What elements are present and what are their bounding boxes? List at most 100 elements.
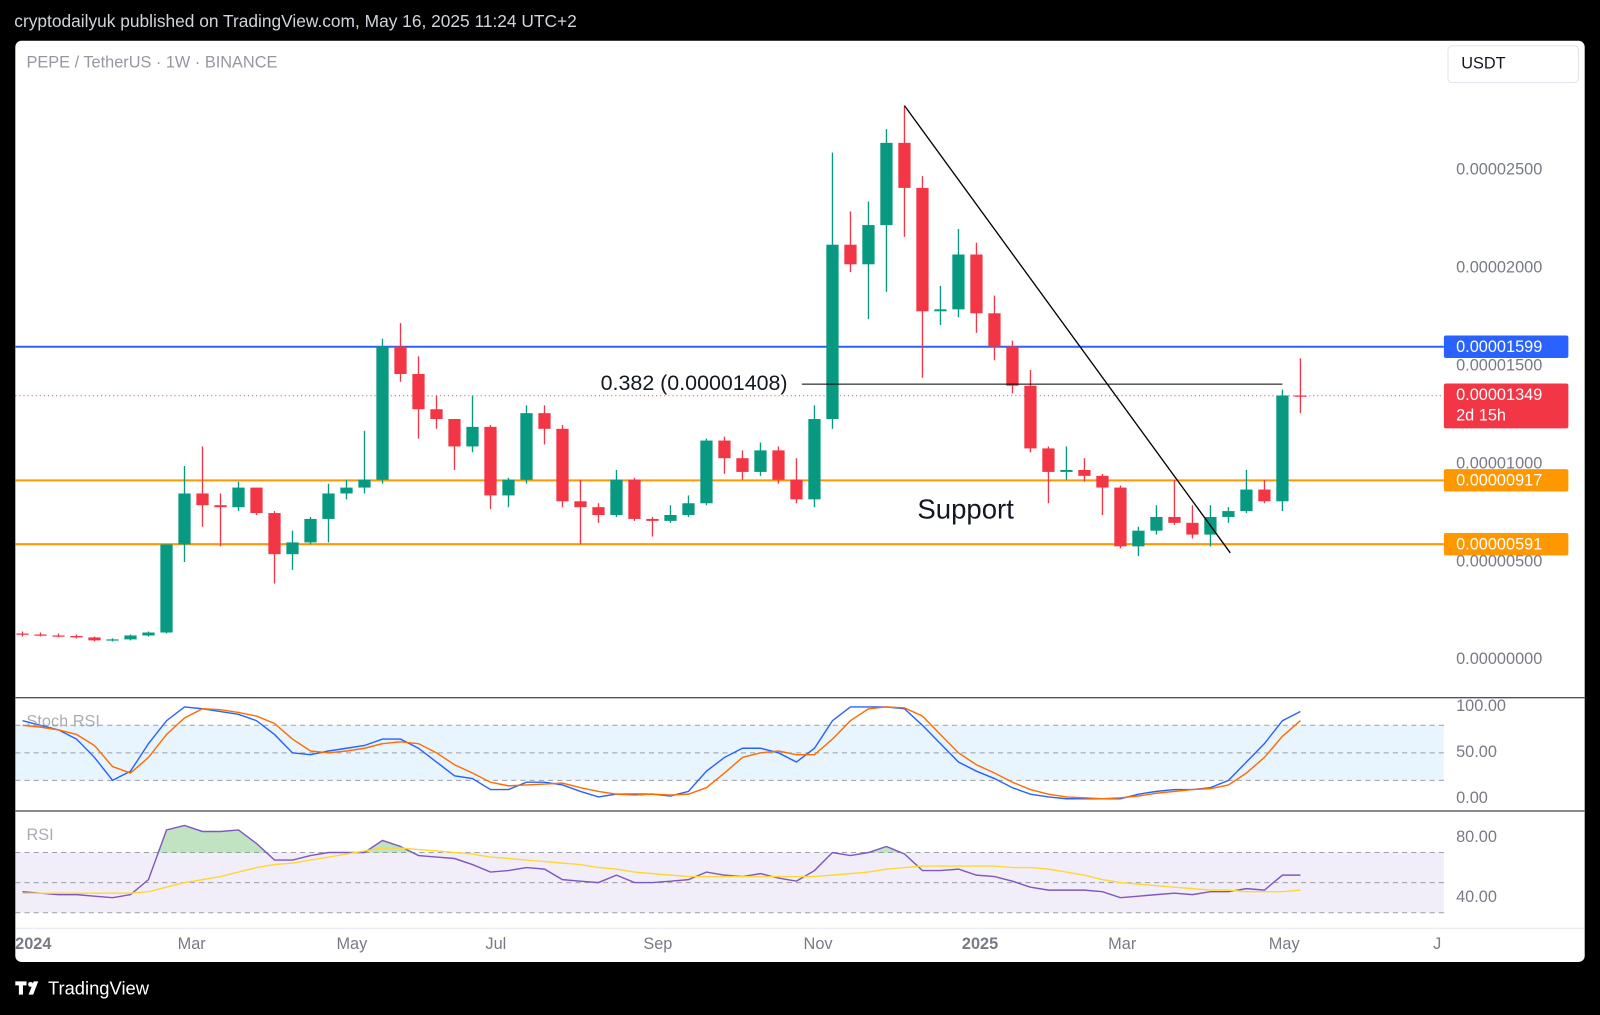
candle-body	[250, 487, 263, 514]
candle-body	[1042, 448, 1055, 472]
candle-body	[142, 632, 155, 636]
candle-body	[286, 542, 299, 555]
candle-body	[304, 518, 317, 543]
indicator-line	[22, 706, 1301, 800]
candle-body	[898, 142, 911, 188]
candle-body	[754, 450, 767, 472]
publish-info: cryptodailyuk published on TradingView.c…	[14, 11, 576, 31]
candle-body	[52, 635, 65, 637]
band-fill	[15, 852, 1444, 913]
annotation: Support	[917, 493, 1014, 524]
price-plot: 0.382 (0.00001408) Support	[15, 105, 1444, 642]
y-tick-label: 0.00002500	[1456, 161, 1542, 179]
candle-body	[772, 450, 785, 480]
chart-panel	[15, 40, 1585, 962]
candle-body	[520, 413, 533, 480]
candle-body	[232, 487, 245, 508]
candle-body	[952, 254, 965, 310]
y-tick-label: 0.00	[1456, 789, 1488, 807]
currency-button[interactable]	[1447, 45, 1580, 84]
candle-body	[664, 515, 677, 521]
candle-body	[1240, 489, 1253, 512]
x-tick-label: 2024	[15, 935, 51, 953]
last-price-box	[1443, 383, 1569, 429]
candle-body	[1096, 475, 1109, 488]
x-tick-label: Mar	[1108, 935, 1137, 953]
candle-body	[1006, 346, 1019, 386]
candle-body	[1222, 511, 1235, 517]
x-tick-label: May	[1269, 935, 1301, 953]
candle-body	[88, 637, 101, 641]
candle-body	[1060, 469, 1073, 472]
candle-body	[556, 428, 569, 502]
y-tick-label: 80.00	[1456, 828, 1497, 846]
y-tick-label: 0.00002000	[1456, 259, 1542, 277]
candle-body	[1186, 522, 1199, 535]
candle-body	[160, 544, 173, 633]
band-fill	[15, 725, 1444, 781]
y-tick-label: 0.00000500	[1456, 552, 1542, 570]
candle-body	[70, 636, 83, 638]
x-tick-label: Sep	[643, 935, 672, 953]
chart: 0.00000000 0.00000500 0.00001000 0.00001500…	[15, 45, 1585, 953]
candle-body	[1168, 516, 1181, 523]
candle-body	[214, 505, 227, 508]
candle-body	[430, 409, 443, 420]
candle-body	[376, 346, 389, 480]
indicator-line	[22, 824, 1301, 899]
level-price-box	[1443, 469, 1569, 492]
candle-body	[718, 440, 731, 459]
x-tick-label: Jul	[485, 935, 506, 953]
candle-body	[412, 373, 425, 410]
panel-title: Stoch RSI	[27, 713, 100, 731]
candle-body	[124, 635, 137, 640]
currency-label: USDT	[1461, 55, 1505, 73]
candle-body	[466, 426, 479, 447]
candle-body	[358, 479, 371, 488]
x-tick-label: Mar	[178, 935, 207, 953]
level-price-box	[1443, 335, 1569, 358]
level-price-label: 0.00000917	[1456, 472, 1542, 490]
candle-body	[1258, 489, 1271, 502]
candle-body	[934, 309, 947, 312]
candle-body	[628, 479, 641, 519]
candle-body	[106, 639, 119, 641]
candle-body	[592, 507, 605, 516]
last-price-label: 0.00001349	[1456, 386, 1542, 404]
candle-body	[1150, 516, 1163, 531]
y-tick-label: 0.00000000	[1456, 650, 1542, 668]
candle-body	[1024, 385, 1037, 449]
candle-body	[970, 254, 983, 314]
candle-body	[1276, 395, 1289, 502]
indicator-line	[22, 847, 1301, 894]
candle-body	[1294, 395, 1307, 397]
candle-body	[1114, 487, 1127, 547]
candle-body	[682, 503, 695, 516]
candle-body	[178, 493, 191, 545]
candle-body	[862, 225, 875, 265]
candle-body	[790, 479, 803, 500]
y-tick-label: 100.00	[1456, 697, 1506, 715]
trendline	[903, 105, 1231, 554]
candle-body	[538, 413, 551, 429]
panel-title: RSI	[27, 826, 54, 844]
x-tick-label: J	[1433, 935, 1441, 953]
candle-body	[1078, 469, 1091, 476]
candle-body	[808, 419, 821, 500]
candle-body	[610, 479, 623, 516]
candle-body	[322, 493, 335, 519]
candle-body	[340, 487, 353, 494]
candle-body	[268, 513, 281, 555]
candle-body	[988, 313, 1001, 347]
x-tick-label: Nov	[804, 935, 834, 953]
candle-body	[646, 518, 659, 521]
candle-body	[484, 426, 497, 496]
y-tick-label: 0.00001500	[1456, 356, 1542, 374]
symbol-title: PEPE / TetherUS · 1W · BINANCE	[27, 54, 278, 72]
candle-body	[736, 458, 749, 472]
candle-body	[826, 244, 839, 420]
candle-body	[916, 187, 929, 312]
candle-body	[16, 633, 29, 635]
